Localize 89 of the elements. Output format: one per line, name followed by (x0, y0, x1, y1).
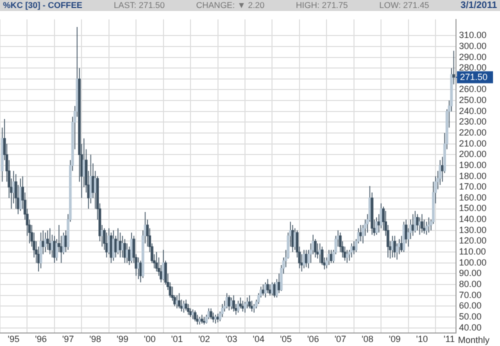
y-tick-label: 120.00 (459, 236, 487, 246)
y-tick-label: 280.00 (459, 62, 487, 73)
y-tick-label: 100.00 (459, 257, 487, 268)
candlestick (184, 299, 188, 311)
x-tick-label: '03 (226, 334, 238, 344)
candlestick (162, 249, 165, 281)
y-tick-label: 80.00 (459, 278, 482, 289)
text: CHANGE: ▼ 2.20 (196, 0, 265, 11)
y-tick-label: 240.00 (459, 106, 487, 116)
candlestick (155, 252, 158, 272)
x-tick-label: '08 (362, 334, 374, 344)
candlestick (420, 214, 424, 233)
candlestick (346, 249, 348, 264)
text: LAST: 271.50 (114, 0, 165, 11)
y-tick-label: 200.00 (459, 149, 487, 160)
candlestick (239, 297, 242, 309)
candlestick (176, 294, 178, 309)
x-tick-label: '06 (307, 334, 319, 344)
candlestick (186, 304, 190, 316)
y-tick-label: 50.00 (459, 311, 482, 322)
y-tick-label: 170.00 (459, 182, 487, 192)
y-tick-label: 70.00 (459, 290, 482, 300)
y-tick-label: 110.00 (459, 246, 486, 257)
y-tick-label: 190.00 (459, 160, 487, 170)
x-tick-label: '10 (416, 334, 428, 344)
candlestick (266, 278, 270, 294)
candlestick (210, 308, 212, 320)
candlestick (44, 232, 47, 252)
y-tick-label: 150.00 (459, 203, 487, 214)
candlestick (112, 230, 115, 262)
text: HIGH: 271.75 (296, 0, 348, 11)
candlestick (236, 300, 240, 314)
y-tick-label: 260.00 (459, 84, 487, 94)
candlestick (116, 228, 120, 255)
candlestick (178, 292, 181, 309)
candlestick (126, 242, 128, 264)
candlestick (230, 297, 233, 310)
candlestick (48, 228, 52, 255)
y-tick-label: 310.00 (459, 30, 487, 40)
y-tick-label: 160.00 (459, 192, 487, 202)
y-tick-label: 90.00 (459, 268, 482, 278)
y-tick-label: 40.00 (459, 322, 482, 332)
candlestick (53, 235, 56, 264)
candlestick (226, 292, 228, 309)
annotation: 271.50 (460, 72, 488, 82)
y-tick-label: 140.00 (459, 214, 487, 224)
candlestick (264, 282, 267, 298)
y-tick-label: 180.00 (459, 170, 487, 181)
y-tick-label: 250.00 (459, 95, 487, 106)
x-tick-label: '96 (34, 334, 47, 344)
x-tick-label: '07 (334, 334, 346, 344)
x-tick-label: '02 (198, 334, 210, 344)
x-tick-label: '01 (171, 334, 183, 344)
y-tick-label: 210.00 (459, 138, 487, 148)
x-tick-label: '95 (8, 334, 20, 344)
y-tick-label: 60.00 (459, 300, 482, 311)
y-tick-label: 230.00 (459, 116, 487, 127)
candlestick (248, 294, 251, 309)
candlestick (318, 242, 322, 264)
candlestick (416, 214, 419, 231)
text: Monthly (458, 334, 490, 345)
y-tick-label: 130.00 (459, 224, 487, 235)
x-tick-label: '99 (116, 334, 128, 344)
x-tick-label: '11 (444, 334, 455, 344)
candlestick (137, 257, 140, 280)
candlestick (273, 282, 276, 298)
candlestick (320, 246, 324, 266)
y-tick-label: 220.00 (459, 128, 487, 138)
x-tick-label: '00 (144, 334, 156, 344)
x-tick-label: '09 (388, 334, 401, 344)
candlestick (19, 178, 22, 212)
x-tick-label: '05 (280, 334, 292, 344)
x-tick-label: '97 (62, 334, 74, 344)
candlestick (46, 230, 49, 250)
text: 3/1/2011 (460, 0, 497, 11)
candlestick (221, 304, 224, 318)
candlestick (314, 238, 317, 258)
y-tick-label: 300.00 (459, 40, 487, 51)
candlestick (194, 310, 196, 322)
candlestick (232, 294, 235, 312)
candlestick (427, 217, 430, 233)
x-tick-label: '98 (89, 334, 102, 344)
chart-title: %KC [30] - COFFEE (3, 0, 82, 11)
candlestick (40, 232, 42, 269)
candlestick (412, 214, 414, 236)
y-tick-label: 290.00 (459, 52, 487, 62)
candlestick (328, 249, 330, 266)
text: LOW: 271.45 (379, 0, 430, 11)
x-tick-label: '04 (252, 334, 264, 344)
